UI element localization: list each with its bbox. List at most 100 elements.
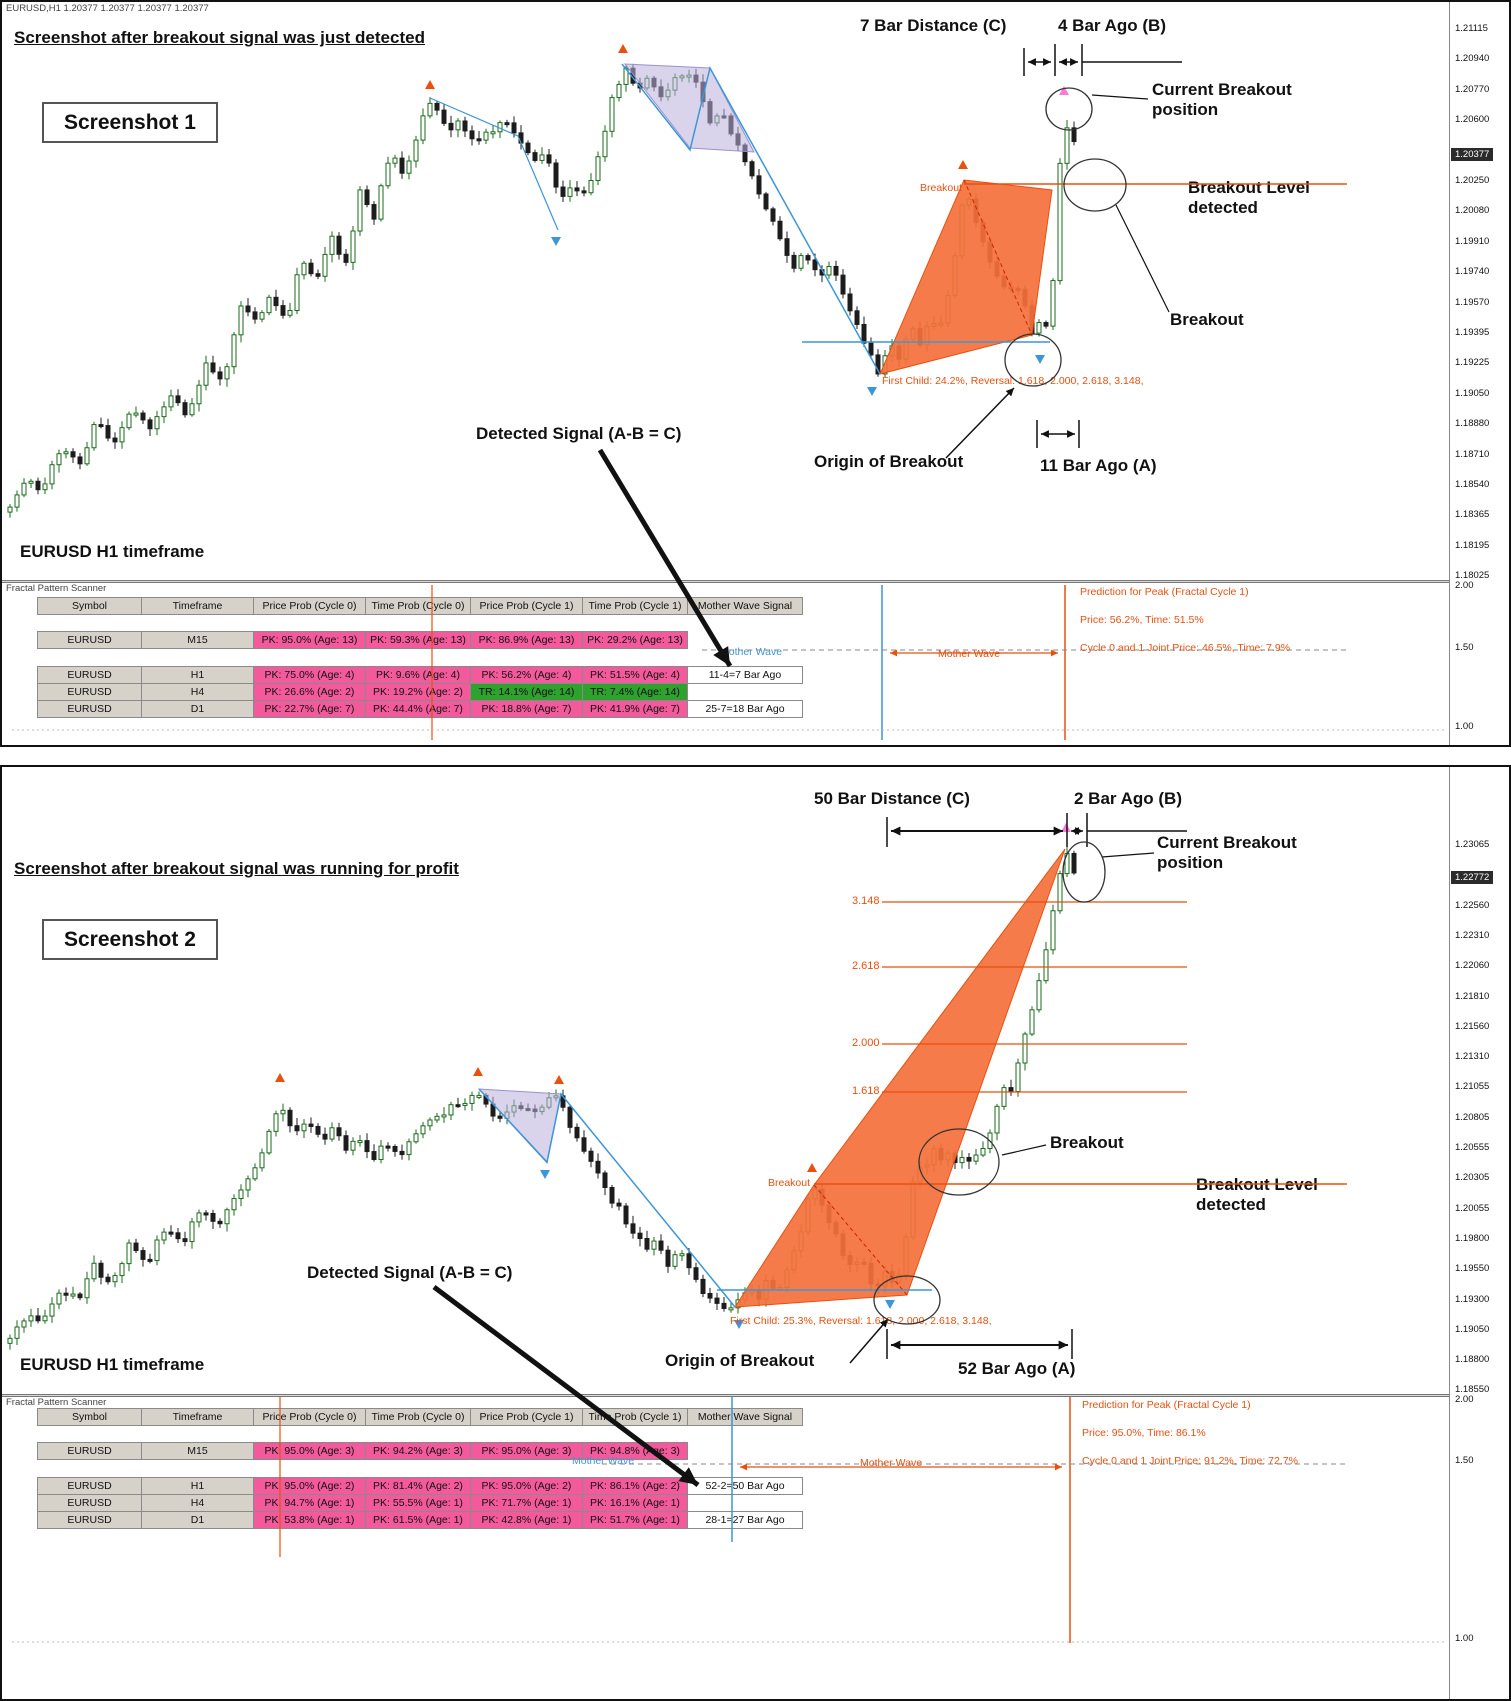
price-tick: 1.19225 [1455,357,1490,369]
price-tick: 1.21115 [1455,23,1488,34]
column-header: Price Prob (Cycle 1) [470,597,583,615]
mother-wave-red-label: Mother Wave [860,1457,923,1469]
screenshot-label: Screenshot 2 [42,919,218,961]
screenshot-2-panel: 1.23065 1.22560 1.22310 1.22060 1.21810 1.215… [0,765,1511,1701]
table-row: EURUSD D1 PK: 53.8% (Age: 1) PK: 61.5% (Age… [37,1511,803,1529]
column-header: Symbol [37,1408,142,1426]
column-header: Time Prob (Cycle 0) [365,1408,471,1426]
first-child-label: First Child: 25.3%, Reversal: 1.618, 2.0… [730,1315,992,1327]
price-tick: 1.18540 [1455,479,1490,490]
scanner-title: Fractal Pattern Scanner [6,583,107,594]
down-arrow-marker [540,1170,550,1179]
table-cell: PK: 51.5% (Age: 4) [582,666,688,684]
candlestick-chart [7,823,1077,1350]
price-tick: 1.20770 [1455,83,1490,95]
fib-2000-label: 2.000 [852,1037,880,1049]
column-header: Mother Wave Signal [687,597,803,615]
table-cell: PK: 44.4% (Age: 7) [365,700,471,718]
fib-3148-label: 3.148 [852,895,880,907]
trend-line [478,1088,736,1308]
table-cell: EURUSD [37,1511,142,1529]
price-tick: 1.18880 [1455,418,1490,430]
table-cell: D1 [141,1511,254,1529]
price-tick: 1.19800 [1455,1232,1490,1244]
column-header: Symbol [37,597,142,615]
up-arrow-marker [425,80,435,89]
up-arrow-marker [1059,86,1069,95]
panel-separator [2,1394,1509,1397]
table-cell: PK: 81.4% (Age: 2) [365,1477,471,1495]
table-cell [687,1442,803,1460]
breakout-level-detected-label: Breakout Level detected [1196,1175,1318,1215]
up-arrow-marker [1061,823,1071,832]
scale-tick: 1.50 [1455,1455,1474,1466]
bar-distance-c-label: 50 Bar Distance (C) [814,789,970,808]
price-tick: 1.18365 [1455,509,1490,521]
current-price-box: 1.22772 [1451,871,1494,884]
price-tick: 1.20805 [1455,1111,1490,1123]
down-arrow-marker [885,1300,895,1309]
table-cell: M15 [141,631,254,649]
prediction-line-3: Cycle 0 and 1 Joint Price: 91.2%, Time: … [1082,1455,1298,1467]
column-header: Price Prob (Cycle 0) [253,597,366,615]
table-cell: PK: 95.0% (Age: 3) [470,1442,583,1460]
breakout-label: Breakout [1050,1133,1124,1152]
price-tick: 1.22310 [1455,929,1490,941]
column-header: Time Prob (Cycle 0) [365,597,471,615]
breakout-marker-label: Breakout [920,182,963,194]
table-cell: PK: 42.8% (Age: 1) [470,1511,583,1529]
breakout-level-detected-label: Breakout Level detected [1188,178,1310,218]
scale-tick: 1.00 [1455,1633,1474,1644]
column-header: Time Prob (Cycle 1) [582,1408,688,1426]
candlestick-chart [7,44,1077,518]
table-cell: M15 [141,1442,254,1460]
price-tick: 1.19300 [1455,1293,1490,1305]
prediction-line-2: Price: 56.2%, Time: 51.5% [1080,614,1204,626]
table-cell: PK: 55.5% (Age: 1) [365,1494,471,1512]
table-cell: PK: 18.8% (Age: 7) [470,700,583,718]
price-tick: 1.22560 [1455,899,1490,911]
table-cell: EURUSD [37,1494,142,1512]
current-price-box: 1.20377 [1451,148,1494,161]
column-header: Timeframe [141,597,254,615]
table-cell: 52-2=50 Bar Ago [687,1477,803,1495]
column-header: Time Prob (Cycle 1) [582,597,688,615]
price-axis: 1.21115 1.20940 1.20770 1.20600 1.20250 1.200… [1449,2,1509,745]
breakout-marker-label: Breakout [768,1177,811,1189]
table-cell: H1 [141,666,254,684]
scanner-title: Fractal Pattern Scanner [6,1397,107,1408]
table-cell: PK: 29.2% (Age: 13) [582,631,688,649]
price-tick: 1.19050 [1455,387,1490,399]
up-arrow-marker [618,44,628,53]
prediction-line-1: Prediction for Peak (Fractal Cycle 1) [1080,586,1249,598]
bar-ago-a-label: 52 Bar Ago (A) [958,1359,1076,1378]
table-cell: TR: 7.4% (Age: 14) [582,683,688,701]
table-header-row: Symbol Timeframe Price Prob (Cycle 0) Time … [37,597,803,615]
table-cell: PK: 9.6% (Age: 4) [365,666,471,684]
column-header: Price Prob (Cycle 1) [470,1408,583,1426]
table-cell: PK: 41.9% (Age: 7) [582,700,688,718]
table-cell: PK: 95.0% (Age: 3) [253,1442,366,1460]
price-tick: 1.20600 [1455,114,1490,126]
down-arrow-marker [1035,355,1045,364]
up-arrow-marker [958,160,968,169]
panel-heading: Screenshot after breakout signal was jus… [14,28,425,47]
column-header: Price Prob (Cycle 0) [253,1408,366,1426]
table-cell: PK: 71.7% (Age: 1) [470,1494,583,1512]
table-row: EURUSD M15 PK: 95.0% (Age: 3) PK: 94.2% (Ag… [37,1442,803,1460]
table-row: EURUSD D1 PK: 22.7% (Age: 7) PK: 44.4% (Age… [37,700,803,718]
price-tick: 1.20555 [1455,1142,1490,1153]
up-arrow-marker [554,1075,564,1084]
screenshot-1-panel: 1.21115 1.20940 1.20770 1.20600 1.20250 1.200… [0,0,1511,747]
price-tick: 1.19740 [1455,266,1490,278]
down-arrow-marker [551,237,561,246]
screenshot-label: Screenshot 1 [42,102,218,144]
mother-wave-red-label: Mother Wave [938,648,1001,660]
column-header: Mother Wave Signal [687,1408,803,1426]
mother-wave-triangle [623,63,755,153]
scanner-table: Symbol Timeframe Price Prob (Cycle 0) Time … [37,1408,803,1529]
table-cell: PK: 95.0% (Age: 13) [253,631,366,649]
price-tick: 1.20940 [1455,53,1490,65]
table-row: EURUSD H1 PK: 95.0% (Age: 2) PK: 81.4% (Age… [37,1477,803,1495]
table-row: EURUSD H4 PK: 94.7% (Age: 1) PK: 55.5% (Age… [37,1494,802,1512]
